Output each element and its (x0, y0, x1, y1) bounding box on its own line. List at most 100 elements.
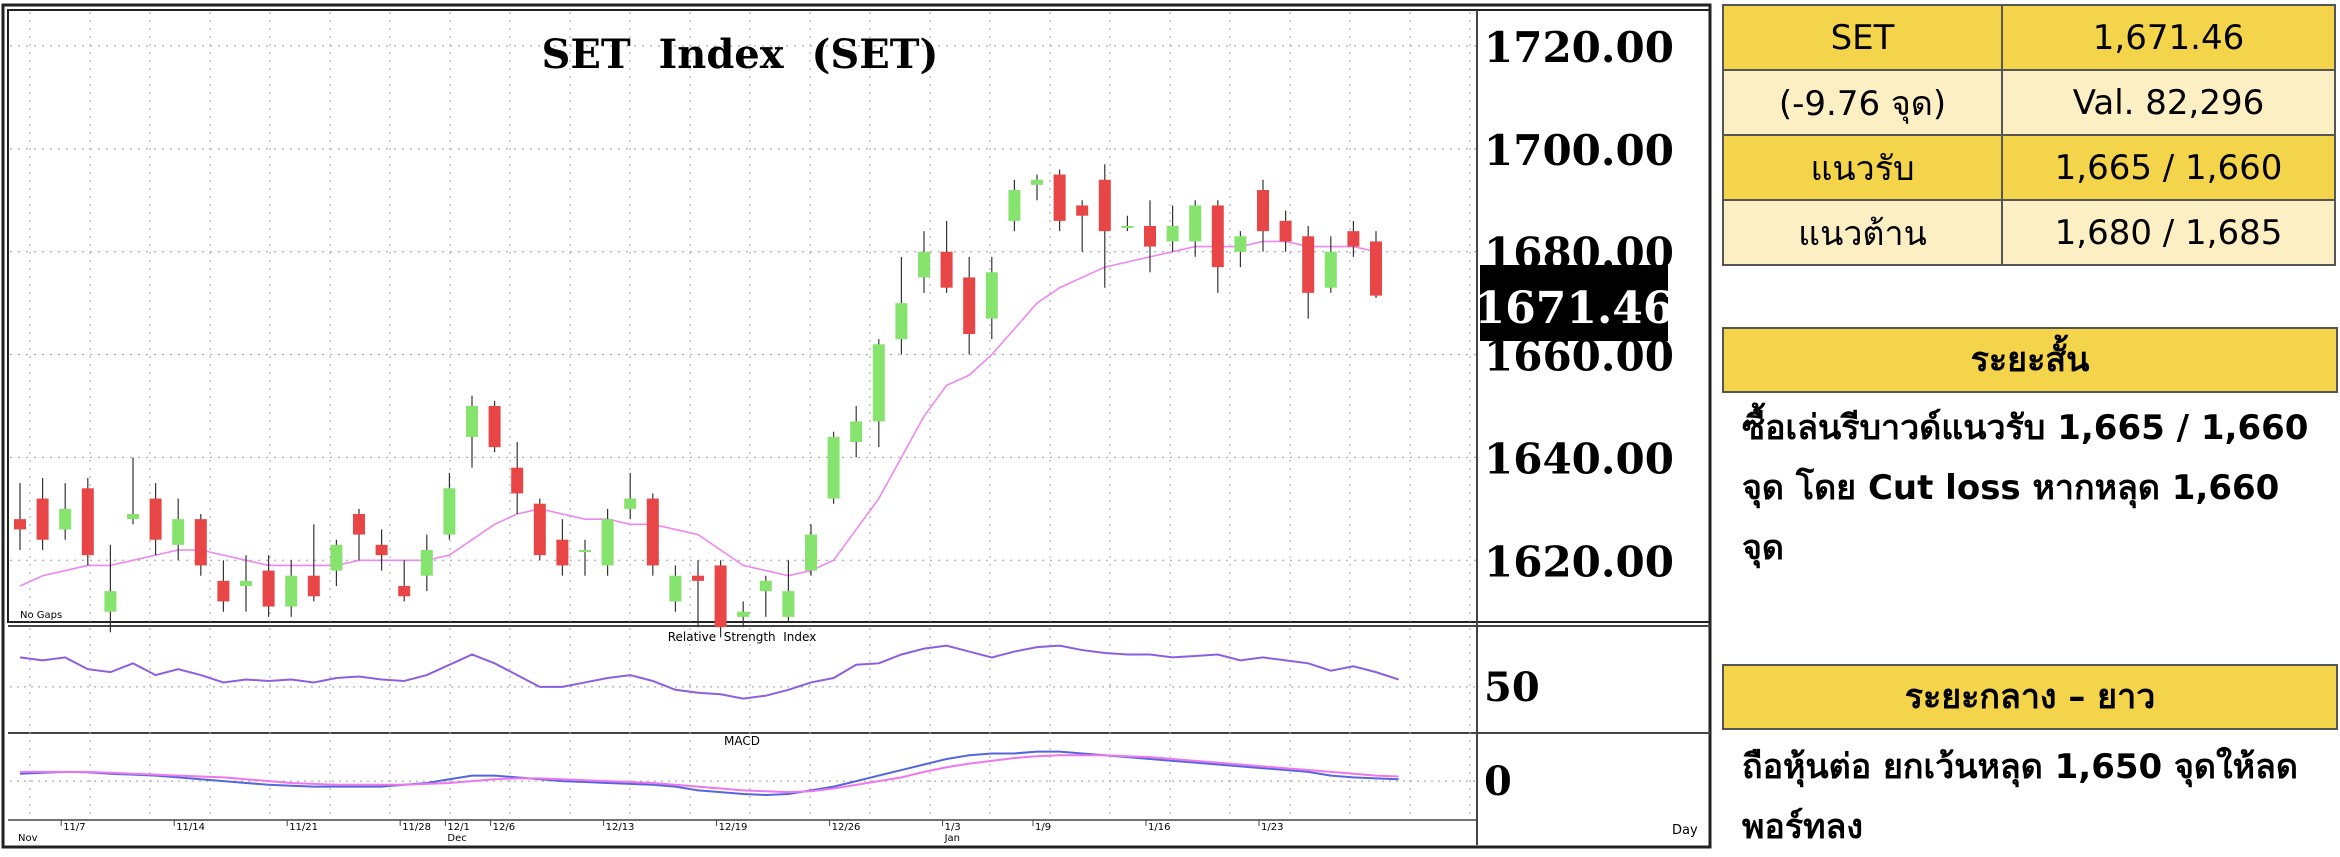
candle (330, 539, 343, 586)
candle-body (1076, 205, 1089, 216)
price-tick-label: 1700.00 (1484, 126, 1674, 175)
candle-body (443, 488, 456, 535)
candle-body (1324, 251, 1337, 288)
candle (511, 442, 524, 514)
candle (1144, 200, 1156, 273)
candle-body (850, 421, 863, 442)
candle-body (737, 611, 750, 617)
set-index-chart: 1720.00 1700.00 1680.00 1660.00 1640.00 1620.… (1, 3, 1712, 849)
candle-body (1121, 226, 1134, 228)
candle-body (1189, 205, 1202, 242)
resistance-label-cell: แนวต้าน (1722, 199, 2003, 266)
date-tick-label: 1/23 (1261, 822, 1283, 833)
mid-long-term-line-1: ถือหุ้นต่อ ยกเว้นหลุด 1,650 จุดให้ลด (1742, 747, 2298, 787)
candle-body (533, 503, 546, 556)
candle-body (692, 575, 704, 581)
candle (81, 478, 94, 566)
candle-body (1257, 190, 1269, 232)
mid-long-term-line-2: พอร์ทลง (1742, 807, 1863, 847)
candle (127, 457, 139, 525)
candle (353, 508, 365, 561)
candle-body (624, 498, 637, 509)
candle-body (918, 251, 930, 278)
candle-body (511, 467, 524, 494)
candle-body (149, 498, 162, 540)
candle-body (1098, 179, 1111, 232)
support-value-cell: 1,665 / 1,660 (2001, 134, 2336, 201)
candle (36, 478, 49, 550)
candle-body (1279, 220, 1292, 242)
candle (1008, 179, 1021, 232)
candle-body (1166, 226, 1179, 242)
summary-row-price: SET 1,671.46 (1722, 4, 2336, 71)
candle (1302, 226, 1315, 319)
candle-body (1031, 179, 1043, 185)
candle-body (375, 544, 388, 556)
candle (307, 524, 320, 602)
candle-body (81, 488, 94, 556)
date-tick-label: 12/19 (719, 822, 748, 833)
candle-body (217, 580, 230, 602)
candle-body (127, 514, 139, 520)
candle (1076, 200, 1089, 252)
macd-panel-label: MACD (724, 734, 760, 748)
candle-body (1347, 231, 1360, 247)
candle (872, 339, 885, 448)
chart-title: SET Index (SET) (542, 31, 939, 78)
candle (985, 256, 998, 340)
candle-body (782, 591, 795, 617)
candle-body (556, 539, 569, 566)
candle (669, 565, 682, 612)
axis-labels-layer: 1720.001700.001680.001660.001640.001620.… (18, 23, 1674, 844)
candle (466, 395, 478, 468)
moving-average-line (19, 240, 1377, 587)
candle (895, 256, 908, 355)
candle (420, 534, 433, 592)
month-label: Nov (18, 833, 38, 844)
candle (104, 544, 117, 633)
candle (1234, 231, 1247, 268)
date-tick-label: 12/1 (447, 822, 469, 833)
candle-body (940, 251, 953, 288)
candle (1347, 220, 1360, 257)
summary-table: SET 1,671.46 (-9.76 จุด) Val. 82,296 แนว… (1722, 4, 2336, 266)
candle-body (985, 272, 998, 319)
candle (217, 560, 230, 612)
candle-body (646, 498, 659, 566)
support-label-cell: แนวรับ (1722, 134, 2003, 201)
candle-body (285, 575, 298, 607)
date-tick-label: 12/6 (493, 822, 515, 833)
candle (262, 555, 275, 617)
candle (1121, 215, 1134, 232)
candle-body (1211, 205, 1224, 268)
candle-body (579, 550, 591, 552)
candle-body (36, 498, 49, 540)
date-tick-label: 12/26 (832, 822, 861, 833)
candle-body (353, 514, 365, 535)
candle (805, 524, 817, 576)
summary-row-change: (-9.76 จุด) Val. 82,296 (1722, 69, 2336, 136)
candle (194, 514, 207, 576)
candle-body (1370, 241, 1382, 296)
macd-layer (19, 750, 1399, 796)
candle-body (759, 580, 772, 592)
price-tick-label: 1720.00 (1484, 23, 1674, 72)
candle-body (714, 565, 727, 628)
candle (240, 555, 252, 612)
candle (1370, 231, 1382, 298)
candle-body (307, 575, 320, 597)
candle-body (895, 303, 908, 340)
candle-body (1008, 190, 1021, 221)
resistance-value-cell: 1,680 / 1,685 (2001, 199, 2336, 266)
date-tick-label: 1/9 (1035, 822, 1051, 833)
candle-body (601, 519, 614, 566)
mid-long-term-heading: ระยะกลาง – ยาว (1722, 664, 2338, 730)
candle (601, 508, 614, 576)
candle-body (104, 591, 117, 612)
candle-body (1053, 174, 1066, 221)
candle-body (1302, 236, 1315, 293)
moving-average-layer (19, 240, 1377, 587)
summary-row-resistance: แนวต้าน 1,680 / 1,685 (1722, 199, 2336, 266)
candle-body (872, 344, 885, 422)
macd-line (19, 750, 1399, 796)
